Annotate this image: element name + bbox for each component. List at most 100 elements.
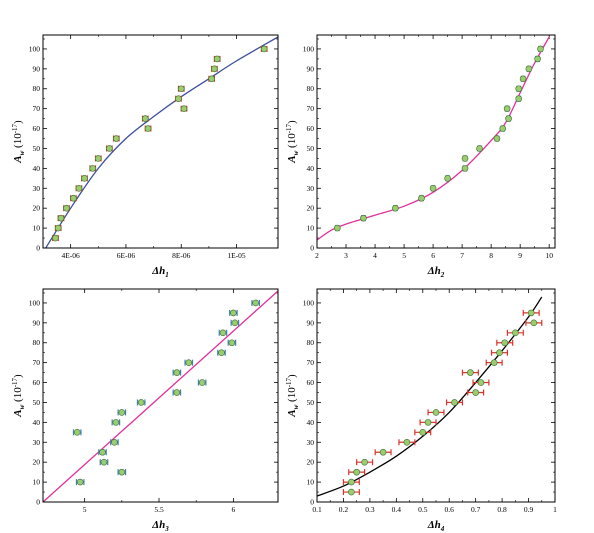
data-point [81, 175, 88, 182]
y-axis-label: Aw (10-17) [11, 120, 26, 164]
data-point [490, 359, 498, 366]
data-point [177, 85, 185, 93]
data-point [419, 429, 427, 436]
y-tick-label: 10 [307, 224, 315, 233]
x-tick-label: 10 [545, 251, 553, 260]
plot-frame [42, 34, 279, 249]
data-point [496, 349, 503, 357]
data-point [515, 95, 523, 103]
y-tick-label: 10 [33, 478, 41, 487]
data-point [173, 369, 181, 376]
data-point [467, 369, 474, 376]
fit-curve [43, 290, 278, 502]
data-point [424, 419, 432, 426]
x-tick-label: 8E-06 [172, 251, 191, 260]
data-point [260, 45, 268, 53]
data-point [252, 299, 259, 307]
y-tick-label: 10 [307, 478, 315, 487]
data-point [348, 478, 355, 486]
y-axis-label: Aw (10-17) [11, 374, 26, 418]
y-tick-label: 20 [33, 458, 41, 467]
x-tick-label: 8 [489, 251, 493, 260]
y-tick-label: 50 [33, 398, 41, 407]
data-point [534, 55, 541, 63]
x-tick-label: 0.3 [365, 505, 375, 514]
x-tick-label: 3 [344, 251, 348, 260]
panel-a2: 0 10 20 30 40 50 60 70 80 90 100 2 3 4 5 6 7 8 9 10 Δh2 Aw (1… [285, 34, 556, 279]
y-tick-label: 70 [33, 104, 41, 113]
y-tick-label: 20 [307, 458, 315, 467]
data-point [106, 145, 113, 152]
data-point [444, 175, 451, 182]
x-tick-label: 0.4 [392, 505, 402, 514]
y-tick-label: 10 [33, 224, 41, 233]
data-point [54, 224, 62, 232]
data-point [230, 309, 237, 317]
data-point [361, 458, 368, 466]
x-tick-label: 4 [373, 251, 377, 260]
x-tick-label: 5 [83, 505, 87, 514]
y-tick-label: 30 [307, 438, 315, 447]
data-point [231, 319, 239, 327]
data-point [76, 478, 84, 486]
y-tick-label: 70 [307, 104, 315, 113]
y-tick-label: 100 [29, 44, 41, 53]
data-point [144, 125, 152, 132]
x-tick-label: 0.1 [312, 505, 322, 514]
y-tick-label: 40 [33, 418, 41, 427]
y-tick-label: 100 [29, 298, 41, 307]
data-point [525, 65, 533, 73]
data-point [73, 429, 81, 436]
y-tick-label: 0 [310, 244, 314, 253]
panel-a3: 0 10 20 30 40 50 60 70 80 90 100 5 5.5 6 Δh3 Aw (10-17) [11, 288, 279, 533]
data-point [213, 55, 221, 63]
data-point [472, 389, 479, 396]
panel-a4: 0 10 20 30 40 50 60 70 80 90 100 0.1 0.2 0.3 0.4 0.5 0.6… [285, 288, 557, 533]
x-tick-label: 0.6 [445, 505, 455, 514]
y-tick-label: 80 [307, 338, 315, 347]
data-point [112, 419, 120, 426]
data-point [379, 448, 387, 456]
data-point [208, 75, 215, 83]
fit-curve [317, 296, 543, 497]
data-point [52, 234, 59, 242]
x-tick-label: 0.5 [418, 505, 428, 514]
data-point [477, 379, 485, 386]
x-tick-label: 0.9 [524, 505, 534, 514]
y-tick-label: 100 [303, 44, 315, 53]
data-point [530, 319, 538, 327]
x-tick-label: 6E-06 [117, 251, 136, 260]
y-tick-label: 70 [33, 358, 41, 367]
y-tick-label: 30 [33, 184, 41, 193]
y-tick-label: 100 [303, 298, 315, 307]
data-point [432, 409, 440, 416]
y-tick-label: 60 [33, 378, 41, 387]
y-tick-label: 0 [36, 498, 40, 507]
data-point [63, 204, 70, 212]
data-point [175, 95, 182, 103]
y-tick-label: 0 [310, 498, 314, 507]
data-point [211, 65, 218, 73]
data-point [173, 389, 181, 396]
y-tick-label: 90 [307, 64, 315, 73]
y-tick-label: 30 [307, 184, 315, 193]
x-tick-label: 2 [315, 251, 319, 260]
y-tick-label: 80 [33, 84, 41, 93]
data-point [360, 214, 367, 222]
y-tick-label: 90 [33, 64, 41, 73]
data-point [519, 75, 527, 83]
y-tick-label: 60 [33, 124, 41, 133]
data-point [198, 379, 206, 386]
y-tick-label: 20 [307, 204, 315, 213]
data-point [334, 224, 341, 232]
data-point [501, 339, 509, 347]
y-tick-label: 20 [33, 204, 41, 213]
data-point [118, 409, 126, 416]
y-tick-label: 70 [307, 358, 315, 367]
x-axis-label: Δh3 [151, 519, 169, 533]
data-point [527, 309, 535, 317]
plot-frame [42, 288, 279, 503]
x-tick-label: 1 [553, 505, 557, 514]
fit-curve [45, 36, 278, 248]
